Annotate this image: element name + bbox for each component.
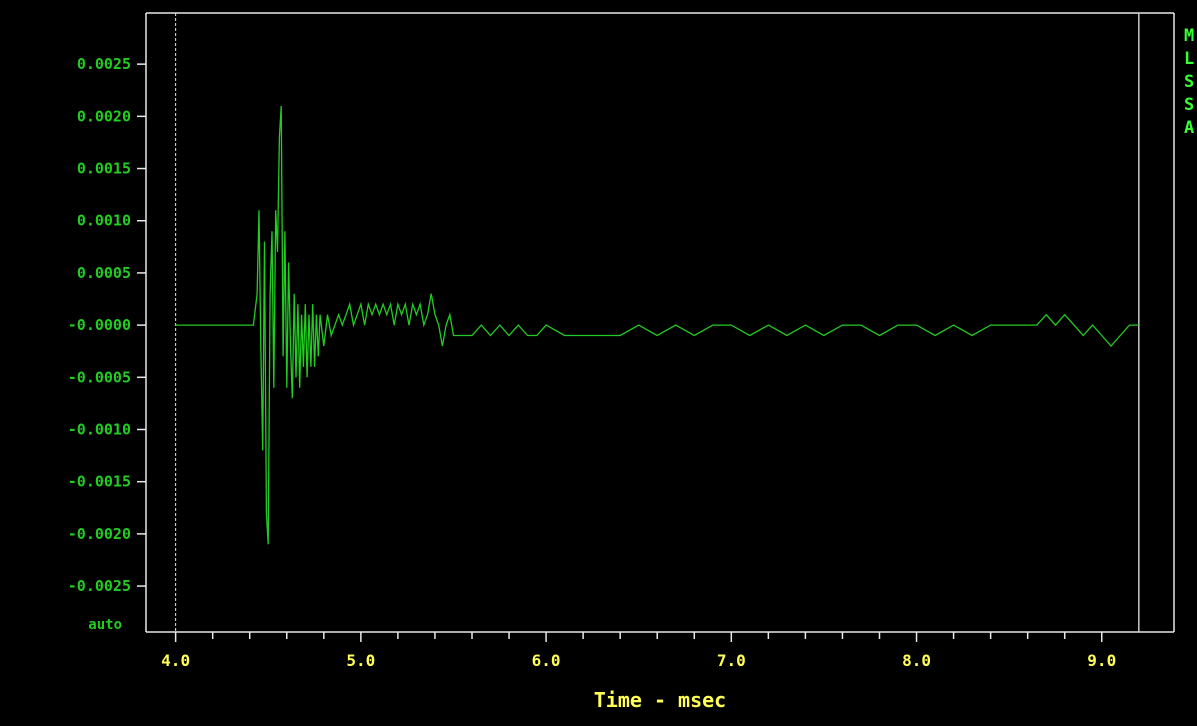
y-tick-label: -0.0010 <box>68 420 131 438</box>
y-tick-label: 0.0010 <box>77 212 131 230</box>
y-tick-label: 0.0005 <box>77 264 131 282</box>
waveform-trace <box>175 105 1139 545</box>
x-tick-label: 7.0 <box>717 651 746 670</box>
x-tick-label: 8.0 <box>902 651 931 670</box>
y-tick-label: 0.0015 <box>77 160 131 178</box>
y-tick-label: 0.0020 <box>77 107 131 125</box>
side-panel-letter: S <box>1184 95 1194 115</box>
y-tick-label: -0.0000 <box>68 316 131 334</box>
side-panel-letter: S <box>1184 72 1194 92</box>
side-panel-letter: L <box>1184 49 1194 69</box>
y-tick-label: -0.0020 <box>68 525 131 543</box>
scale-mode-label[interactable]: auto <box>88 617 122 633</box>
y-axis-ticks: 0.0025 0.0020 0.0015 0.0010 0.0005 -0.0000 -0.… <box>68 55 146 595</box>
side-panel-letter: A <box>1184 118 1194 138</box>
y-tick-label: -0.0025 <box>68 577 131 595</box>
y-tick-label: -0.0005 <box>68 368 131 386</box>
y-tick-label: 0.0025 <box>77 55 131 73</box>
x-axis-ticks: 4.0 5.0 6.0 7.0 8.0 9.0 <box>161 632 1116 670</box>
x-tick-label: 5.0 <box>346 651 375 670</box>
x-tick-label: 9.0 <box>1087 651 1116 670</box>
side-panel-letter: M <box>1184 26 1194 46</box>
x-axis-title: Time - msec <box>594 688 726 712</box>
x-tick-label: 4.0 <box>161 651 190 670</box>
y-tick-label: -0.0015 <box>68 473 131 491</box>
x-tick-label: 6.0 <box>532 651 561 670</box>
